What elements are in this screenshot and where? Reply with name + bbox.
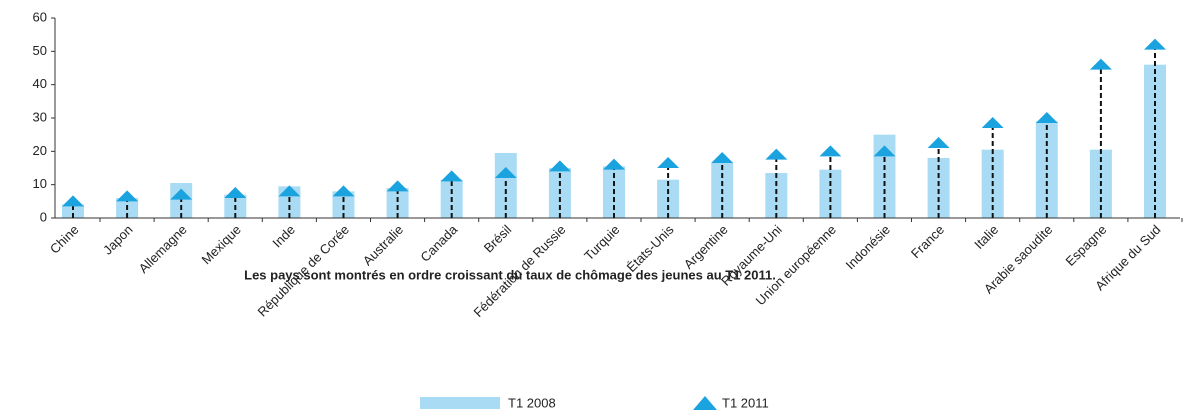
bar bbox=[62, 204, 84, 218]
marker bbox=[819, 145, 842, 157]
x-tick-label: Brésil bbox=[481, 222, 515, 256]
marker bbox=[1144, 38, 1166, 50]
x-tick-label: Indonésie bbox=[843, 222, 893, 272]
chart-note: Les pays sont montrés en ordre croissant… bbox=[244, 267, 776, 282]
marker bbox=[603, 158, 625, 170]
marker bbox=[657, 157, 680, 168]
x-tick-label: Turquie bbox=[581, 222, 622, 263]
x-tick-label: Japon bbox=[100, 222, 136, 258]
x-tick-label: Allemagne bbox=[136, 222, 190, 276]
marker bbox=[1035, 112, 1058, 123]
y-tick-label: 60 bbox=[33, 9, 47, 24]
legend-swatch bbox=[420, 397, 500, 409]
marker bbox=[711, 152, 734, 163]
bar bbox=[332, 191, 355, 218]
legend-label: T1 2011 bbox=[722, 395, 769, 410]
x-tick-label: Inde bbox=[269, 222, 298, 251]
x-tick-label: Canada bbox=[417, 221, 460, 264]
marker bbox=[981, 117, 1004, 128]
x-tick-label: Italie bbox=[971, 222, 1001, 252]
bar bbox=[927, 158, 950, 218]
x-tick-label: Argentine bbox=[681, 222, 731, 272]
marker bbox=[386, 180, 409, 192]
bar bbox=[386, 188, 409, 218]
marker bbox=[873, 145, 896, 157]
x-tick-label: Australie bbox=[360, 222, 406, 268]
marker bbox=[116, 190, 139, 202]
y-tick-label: 20 bbox=[33, 143, 47, 158]
legend-swatch bbox=[693, 396, 717, 410]
legend-label: T1 2008 bbox=[508, 395, 556, 410]
y-tick-label: 0 bbox=[40, 209, 47, 224]
marker bbox=[765, 148, 788, 160]
bar bbox=[765, 173, 788, 218]
x-tick-label: France bbox=[908, 222, 947, 261]
y-tick-label: 40 bbox=[33, 76, 47, 91]
marker bbox=[332, 185, 355, 197]
x-tick-label: Chine bbox=[47, 222, 82, 257]
marker bbox=[494, 167, 517, 178]
marker bbox=[927, 137, 950, 148]
marker bbox=[170, 188, 193, 200]
y-tick-label: 30 bbox=[33, 109, 47, 124]
marker bbox=[62, 195, 84, 207]
x-tick-label: Espagne bbox=[1063, 222, 1110, 269]
marker bbox=[548, 160, 571, 172]
y-tick-label: 10 bbox=[33, 176, 47, 191]
x-tick-label: Mexique bbox=[198, 222, 243, 267]
marker bbox=[278, 185, 301, 197]
marker bbox=[1089, 58, 1112, 70]
marker bbox=[224, 187, 247, 198]
y-tick-label: 50 bbox=[33, 43, 47, 58]
marker bbox=[440, 170, 463, 182]
